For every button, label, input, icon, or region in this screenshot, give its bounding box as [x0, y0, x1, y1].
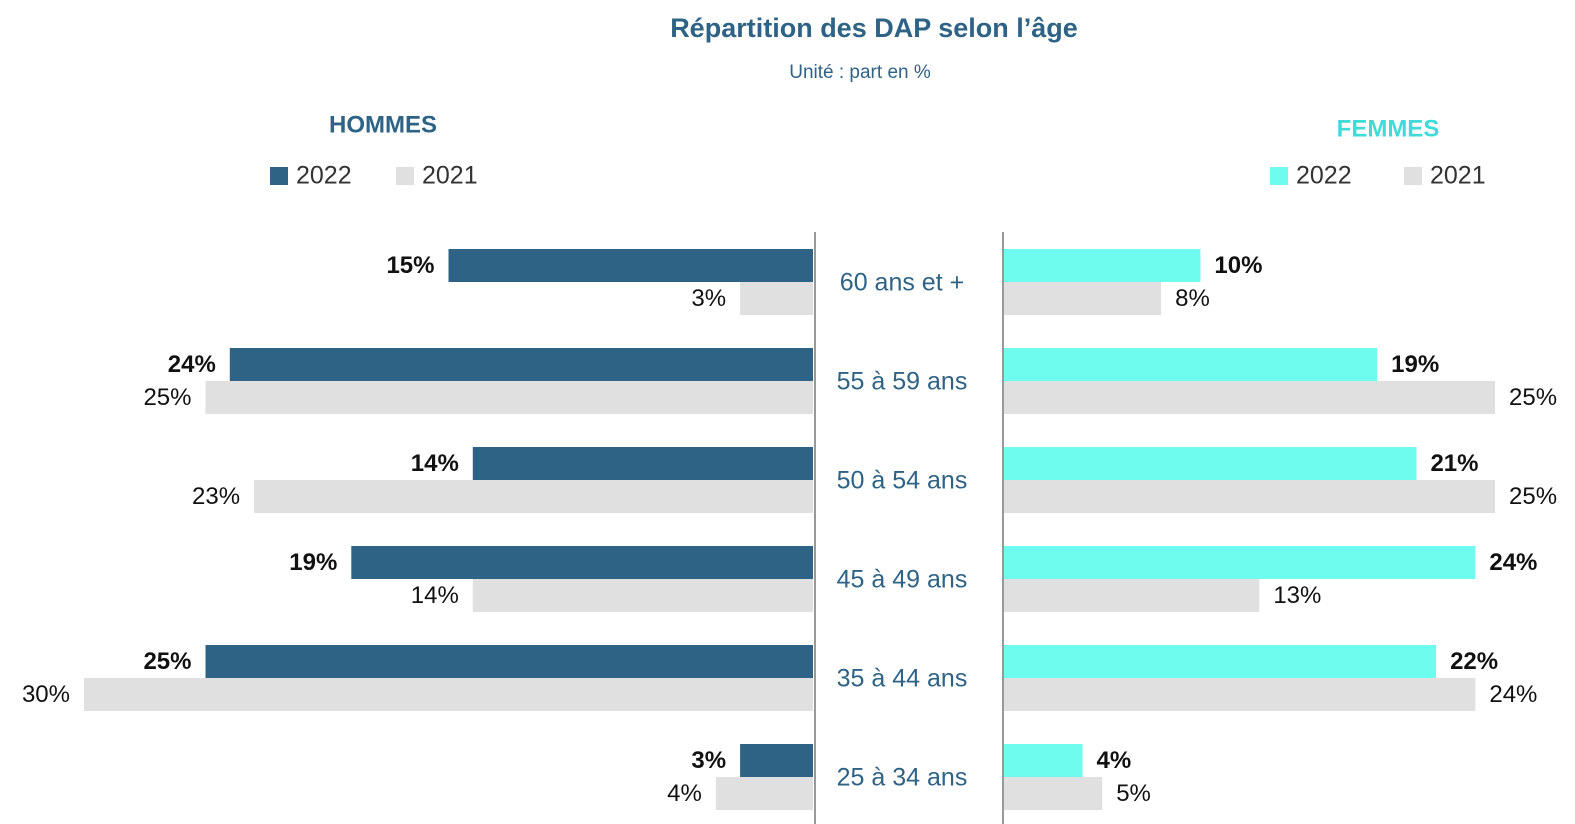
value-label: 10% — [1214, 252, 1262, 279]
bar — [205, 381, 813, 414]
legend-swatch — [1270, 167, 1288, 185]
chart-subtitle: Unité : part en % — [789, 62, 931, 83]
legend-swatch — [1404, 167, 1422, 185]
bar — [205, 645, 813, 678]
bar — [472, 447, 813, 480]
bar — [84, 678, 813, 711]
legend-label: 2022 — [1296, 162, 1352, 190]
value-label: 22% — [1450, 648, 1498, 675]
bar — [1004, 579, 1260, 612]
bar — [1004, 777, 1103, 810]
bar — [472, 579, 813, 612]
value-label: 23% — [192, 483, 240, 510]
bar — [1004, 678, 1476, 711]
category-label: 35 à 44 ans — [837, 665, 968, 693]
value-label: 4% — [667, 780, 702, 807]
category-label: 50 à 54 ans — [837, 467, 968, 495]
bar — [1004, 381, 1495, 414]
value-label: 13% — [1273, 582, 1321, 609]
bar — [1004, 645, 1437, 678]
chart-title: Répartition des DAP selon l’âge — [670, 13, 1078, 43]
value-label: 4% — [1097, 747, 1132, 774]
bar — [740, 282, 813, 315]
category-label: 55 à 59 ans — [837, 368, 968, 396]
value-label: 25% — [1509, 483, 1557, 510]
value-label: 14% — [411, 582, 459, 609]
bar — [1004, 480, 1495, 513]
bar — [1004, 348, 1378, 381]
bar — [1004, 249, 1201, 282]
value-label: 19% — [289, 549, 337, 576]
legend-label: 2022 — [296, 162, 352, 190]
value-label: 24% — [168, 351, 216, 378]
bar — [1004, 546, 1476, 579]
legend-swatch — [270, 167, 288, 185]
value-label: 15% — [386, 252, 434, 279]
legend-label: 2021 — [422, 162, 478, 190]
panel-title: FEMMES — [1337, 115, 1440, 142]
bar — [448, 249, 813, 282]
panel-title: HOMMES — [329, 111, 437, 138]
bar — [1004, 744, 1083, 777]
bar — [1004, 447, 1417, 480]
bar — [1004, 282, 1162, 315]
category-label: 25 à 34 ans — [837, 764, 968, 792]
value-label: 19% — [1391, 351, 1439, 378]
value-label: 25% — [143, 384, 191, 411]
bar — [254, 480, 814, 513]
legend-swatch — [396, 167, 414, 185]
value-label: 8% — [1175, 285, 1210, 312]
value-label: 25% — [143, 648, 191, 675]
value-label: 24% — [1489, 549, 1537, 576]
value-label: 30% — [22, 681, 70, 708]
value-label: 3% — [691, 747, 726, 774]
bar — [351, 546, 813, 579]
bar — [715, 777, 813, 810]
value-label: 24% — [1489, 681, 1537, 708]
value-label: 14% — [411, 450, 459, 477]
value-label: 25% — [1509, 384, 1557, 411]
category-label: 60 ans et + — [840, 269, 964, 297]
bar — [740, 744, 813, 777]
value-label: 21% — [1430, 450, 1478, 477]
legend-label: 2021 — [1430, 162, 1486, 190]
value-label: 3% — [691, 285, 726, 312]
category-label: 45 à 49 ans — [837, 566, 968, 594]
value-label: 5% — [1116, 780, 1151, 807]
bar — [229, 348, 814, 381]
